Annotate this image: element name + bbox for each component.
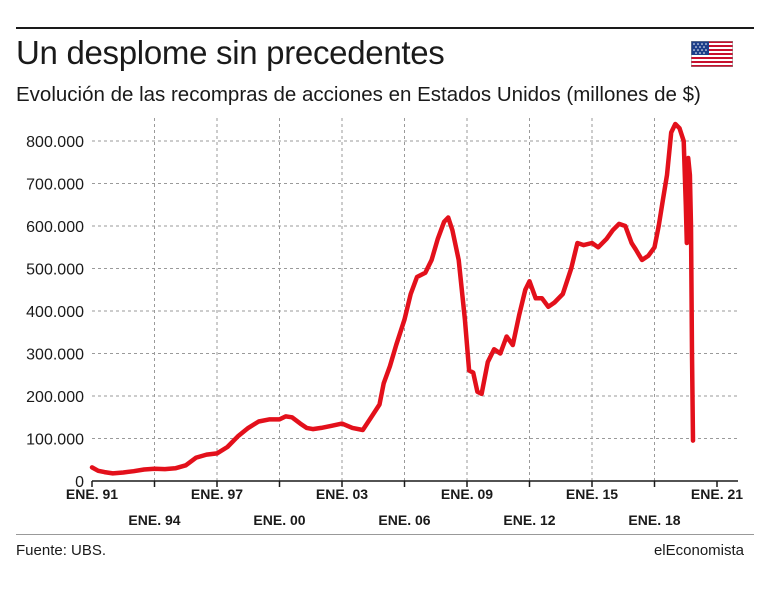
y-tick-label: 300.000 [26,347,84,364]
y-tick-label: 500.000 [26,262,84,279]
y-axis-ticks: 0 100.000 200.000 300.000 400.000 500.000 600.… [26,134,84,491]
x-tick-label: ENE. 03 [316,486,368,502]
y-tick-label: 100.000 [26,432,84,449]
chart-subtitle: Evolución de las recompras de acciones e… [16,83,701,106]
y-tick-label: 0 [75,474,84,491]
x-tick-label: ENE. 97 [191,486,243,502]
x-tick-label: ENE. 18 [628,512,680,528]
source-note: Fuente: UBS. [16,542,107,559]
x-axis-ticks: ENE. 91 ENE. 94 ENE. 97 ENE. 00 ENE. 03 ENE. … [66,486,743,528]
x-tick-label: ENE. 06 [378,512,430,528]
us-flag-icon [691,41,733,67]
y-tick-label: 700.000 [26,177,84,194]
x-tick-label: ENE. 94 [128,512,180,528]
brand-logo-text: elEconomista [653,542,744,559]
x-tick-label: ENE. 15 [566,486,618,502]
axes [91,480,738,487]
x-tick-label: ENE. 09 [441,486,493,502]
grid [92,118,738,481]
bottom-rule [16,534,754,535]
series-line [89,121,696,476]
x-tick-label: ENE. 12 [503,512,555,528]
y-tick-label: 400.000 [26,304,84,321]
x-tick-label: ENE. 21 [691,486,743,502]
y-tick-label: 600.000 [26,219,84,236]
y-tick-label: 800.000 [26,134,84,151]
top-rule [16,27,754,29]
chart-title: Un desplome sin precedentes [16,34,445,71]
y-tick-label: 200.000 [26,389,84,406]
x-tick-label: ENE. 91 [66,486,118,502]
x-tick-label: ENE. 00 [253,512,305,528]
